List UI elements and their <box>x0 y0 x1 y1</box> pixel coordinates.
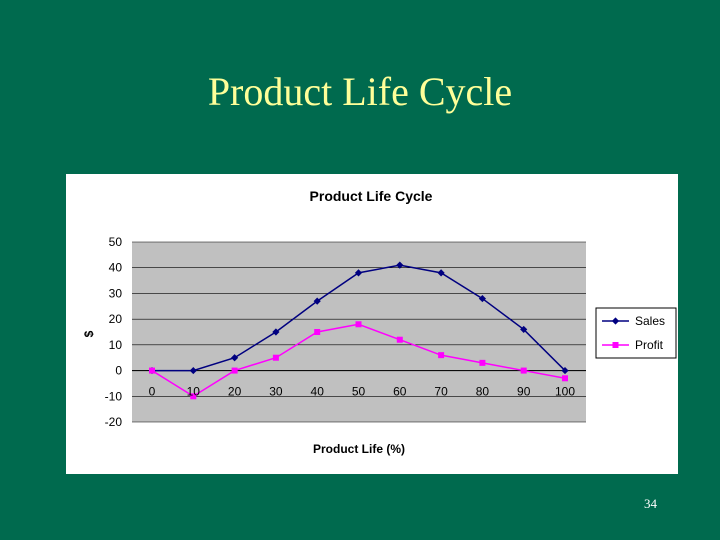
data-point-sales <box>231 354 239 362</box>
legend: Sales Profit <box>595 307 677 359</box>
x-tick-label: 30 <box>269 385 283 399</box>
legend-box <box>595 307 677 359</box>
y-tick-labels: 50 40 30 20 10 0 -10 -20 <box>105 235 123 429</box>
y-tick-label: -10 <box>105 389 123 403</box>
chart-title: Product Life Cycle <box>310 188 433 204</box>
x-axis-label: Product Life (%) <box>313 442 405 456</box>
data-point-sales <box>437 269 445 277</box>
data-point-sales <box>478 294 486 303</box>
data-point-profit <box>314 329 321 335</box>
x-tick-label: 10 <box>187 385 201 399</box>
x-tick-label: 50 <box>352 385 366 399</box>
slide-number: 34 <box>644 496 657 511</box>
legend-label-sales: Sales <box>635 314 665 328</box>
legend-items: Sales Profit <box>602 314 665 352</box>
data-point-profit <box>479 359 486 366</box>
y-tick-label: 30 <box>109 286 123 300</box>
data-point-profit <box>355 321 362 328</box>
y-axis-label: $ <box>82 330 96 337</box>
x-tick-label: 100 <box>555 385 575 399</box>
legend-label-profit: Profit <box>635 338 664 352</box>
y-tick-label: 40 <box>109 261 123 275</box>
legend-marker-sales <box>611 317 620 325</box>
y-tick-label: 20 <box>109 312 123 326</box>
x-tick-label: 60 <box>393 385 407 399</box>
data-point-profit <box>396 336 403 343</box>
data-point-profit <box>190 393 197 400</box>
y-tick-label: 0 <box>115 364 122 378</box>
data-point-profit <box>438 352 445 359</box>
legend-marker-profit <box>612 342 619 348</box>
x-tick-label: 70 <box>434 385 448 399</box>
x-tick-label: 40 <box>311 385 325 399</box>
slide-title: Product Life Cycle <box>207 69 513 114</box>
x-tick-label: 80 <box>476 385 490 399</box>
chart-panel: 50 40 30 20 10 0 -10 -20 0 10 20 30 40 50 60 70 80 90 100… <box>66 174 678 474</box>
x-tick-labels: 0 10 20 30 40 50 60 70 80 90 100 <box>149 385 576 399</box>
x-tick-label: 0 <box>149 385 156 399</box>
data-point-profit <box>149 367 155 374</box>
data-point-sales <box>272 328 280 336</box>
y-tick-label: -20 <box>105 415 123 429</box>
data-point-profit <box>231 367 238 374</box>
x-tick-label: 20 <box>228 385 242 399</box>
data-point-profit <box>562 375 568 382</box>
x-tick-label: 90 <box>517 385 531 399</box>
y-tick-label: 10 <box>109 338 123 352</box>
data-point-profit <box>272 354 279 361</box>
y-tick-label: 50 <box>109 235 123 249</box>
data-point-profit <box>520 367 527 374</box>
